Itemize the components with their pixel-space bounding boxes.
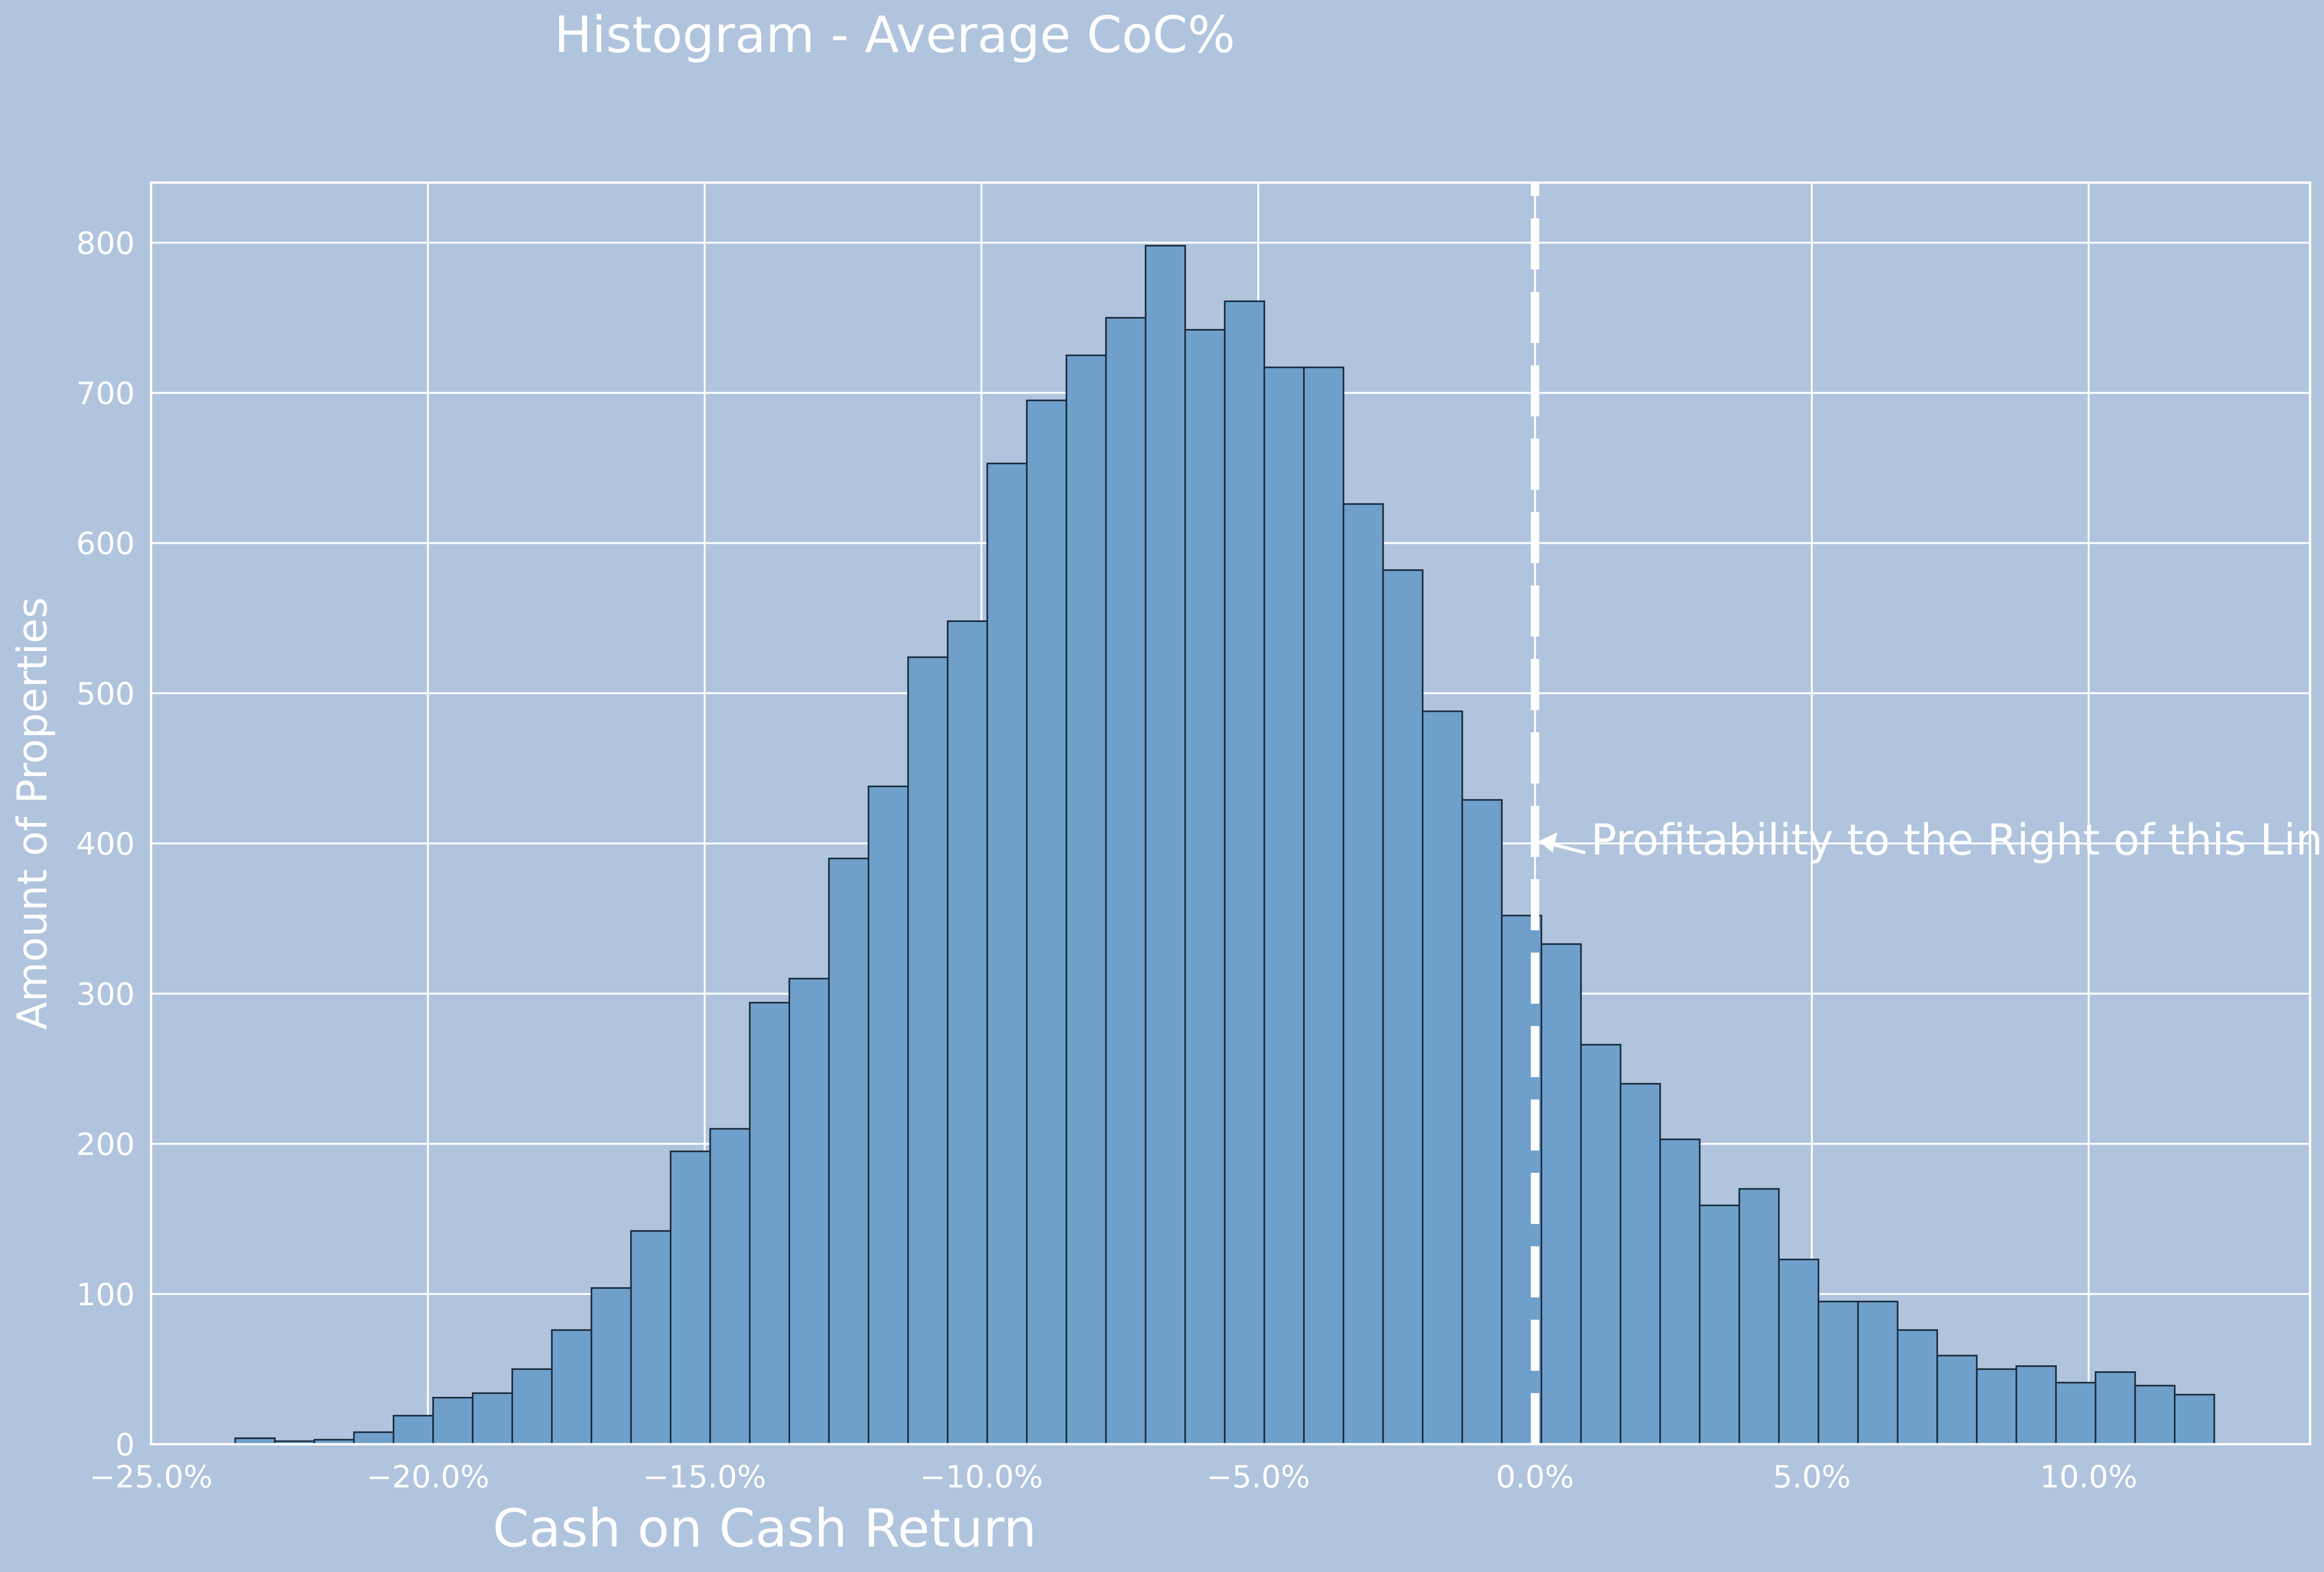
histogram-bar [867,785,909,1445]
x-axis-ticks: −25.0% −20.0% −15.0% −10.0% −5.0% 0.0% 5.0% 10.… [90,1459,2138,1495]
y-tick-label: 100 [76,1277,135,1313]
histogram-bar [1144,245,1186,1445]
histogram-bar [749,1002,791,1445]
histogram-bar [2134,1385,2176,1445]
histogram-bar [1422,710,1463,1445]
histogram-bar [1263,366,1305,1445]
y-tick-label: 0 [115,1427,135,1463]
histogram-bar [1105,317,1147,1445]
histogram-bar [2174,1394,2215,1445]
histogram-bar [1936,1355,1978,1445]
histogram-bar [1619,1083,1661,1445]
histogram-bar [1896,1329,1938,1445]
annotation-arrow [1548,842,1586,855]
histogram-bar [1699,1204,1740,1445]
annotation-arrowhead [1538,832,1558,853]
annotation-text: Profitability to the Right of this Line [1591,815,2324,865]
x-tick-label: −15.0% [643,1459,766,1495]
plot-frame [150,181,2311,1446]
y-tick-label: 800 [76,225,135,261]
histogram-bar [2094,1371,2136,1445]
histogram-bar [1303,366,1345,1445]
histogram-bar [1224,300,1265,1445]
histogram-bar [1184,329,1226,1445]
x-tick-label: 0.0% [1496,1459,1574,1495]
histogram-bar [353,1431,395,1445]
y-tick-label: 400 [76,826,135,862]
x-tick-label: −10.0% [920,1459,1043,1495]
histogram-bar [1659,1138,1701,1445]
y-tick-label: 300 [76,976,135,1012]
x-axis-label: Cash on Cash Return [493,1499,1037,1559]
annotation: Profitability to the Right of this Line [1538,815,2324,865]
histogram-bar [1540,943,1582,1445]
histogram-bar [670,1150,711,1445]
histogram-bar [511,1368,553,1445]
histogram-bar [2055,1381,2097,1445]
histogram-bar [1778,1258,1820,1445]
histogram-bar [472,1392,513,1445]
histogram-bar [1580,1044,1622,1445]
histogram-bar [788,978,830,1445]
y-axis-label: Amount of Properties [8,597,56,1030]
x-tick-label: −5.0% [1207,1459,1310,1495]
histogram-bars [234,245,2215,1445]
histogram-bar [2015,1365,2057,1445]
x-tick-label: −20.0% [366,1459,489,1495]
histogram-bar [1065,354,1107,1445]
y-tick-label: 500 [76,676,135,712]
histogram-bar [1738,1188,1780,1445]
histogram-bar [828,857,870,1445]
histogram-bar [432,1397,474,1445]
chart-title: Histogram - Average CoC% [554,6,1235,64]
histogram-bar [1817,1301,1859,1445]
histogram-bar [392,1414,434,1445]
y-tick-label: 600 [76,526,135,562]
y-tick-label: 700 [76,376,135,412]
histogram-bar [1461,799,1503,1445]
histogram-bar [551,1329,593,1445]
histogram-bar [630,1230,672,1445]
y-tick-label: 200 [76,1127,135,1163]
histogram-bar [709,1128,751,1445]
histogram-bar [590,1287,632,1445]
histogram-bar [1976,1368,2017,1445]
histogram-bar [947,620,988,1445]
histogram-bar [1342,503,1384,1445]
x-tick-label: 10.0% [2040,1459,2138,1495]
histogram-bar [1382,569,1424,1445]
x-tick-label: −25.0% [90,1459,213,1495]
histogram-bar [907,656,949,1445]
x-tick-label: 5.0% [1773,1459,1851,1495]
histogram-bar [1026,399,1068,1445]
y-axis-ticks: 0 100 200 300 400 500 600 700 800 [76,225,135,1463]
histogram-bar [1857,1301,1899,1445]
histogram-bar [986,462,1028,1445]
